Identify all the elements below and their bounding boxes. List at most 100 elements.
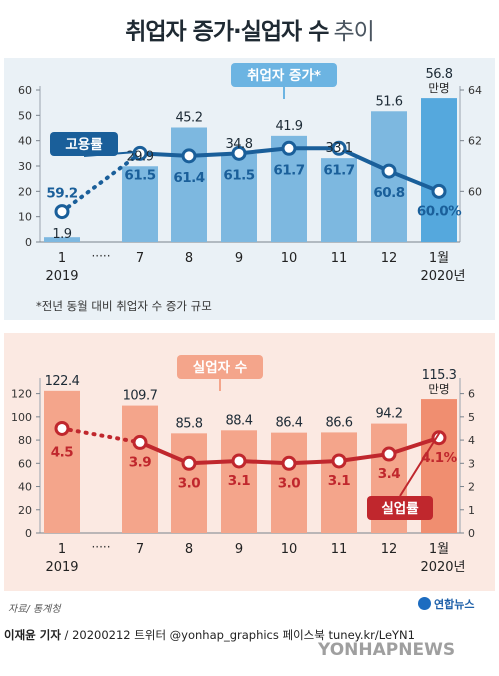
legend-line-label: 실업률 [381, 500, 419, 517]
line-value-label: 61.7 [273, 162, 304, 178]
watermark: YONHAPNEWS [318, 640, 456, 660]
y-tick-label: 80 [18, 434, 32, 447]
x-tick-label: 9 [235, 542, 243, 557]
line-value-label: 3.0 [178, 475, 201, 491]
y-tick-label: 0 [25, 236, 32, 249]
bar-value-label: 41.9 [276, 119, 303, 134]
y-tick-label: 40 [18, 481, 32, 494]
axis-break-label: ····· [91, 249, 110, 263]
credit-line: 이재윤 기자 / 20200212 트위터 @yonhap_graphics 페… [4, 627, 495, 643]
bar-value-label: 88.4 [226, 413, 253, 428]
author: 이재윤 기자 [4, 628, 61, 642]
bar [421, 98, 457, 243]
unit-label: 만명 [428, 81, 449, 95]
bar [122, 166, 158, 242]
bar [221, 430, 257, 533]
source-note: 자료/ 통계청 [8, 604, 61, 615]
line-value-label: 3.1 [228, 473, 251, 489]
bar-value-label: 56.8 [426, 67, 453, 82]
page-title: 취업자 증가·실업자 수 추이 [0, 12, 499, 46]
x-tick-label: 10 [281, 251, 298, 266]
y-tick-label: 30 [18, 160, 32, 173]
logo-text: 연합뉴스 [434, 598, 475, 611]
line-point [231, 453, 247, 469]
y-tick-label: 20 [18, 504, 32, 517]
bar [44, 237, 80, 242]
line-value-label: 60.0% [417, 203, 462, 219]
bar-value-label: 85.8 [176, 416, 203, 431]
bar-value-label: 109.7 [123, 389, 158, 404]
y2-tick-label: 0 [468, 527, 475, 540]
line-segment-dotted [60, 426, 142, 445]
y-tick-label: 100 [11, 411, 32, 424]
line-point [54, 204, 70, 220]
line-value-label: 4.5 [51, 444, 74, 460]
line-segment-dotted [60, 151, 142, 214]
line-value-label: 3.1 [328, 473, 351, 489]
line-value-label: 60.8 [373, 185, 404, 201]
line-value-label: 59.2 [46, 186, 77, 202]
bar [122, 405, 158, 533]
legend-bar-label: 실업자 수 [193, 360, 247, 376]
yonhap-logo: 연합뉴스 [418, 596, 474, 612]
title-sub: 추이 [333, 19, 374, 45]
legend-bar-tag [231, 63, 337, 87]
line-point [54, 420, 70, 436]
y-tick-label: 60 [18, 457, 32, 470]
y2-tick-label: 2 [468, 481, 475, 494]
bar [221, 153, 257, 242]
x-tick-label: 1 [58, 251, 66, 266]
x-tick-label: 1월 [429, 251, 449, 266]
line-value-label: 3.4 [378, 466, 401, 482]
bar-value-label: 33.1 [326, 141, 353, 156]
bar-value-label: 122.4 [45, 374, 80, 389]
line-point [132, 145, 148, 161]
x-tick-sublabel: 2019 [45, 269, 78, 284]
bar-value-label: 45.2 [176, 110, 203, 125]
bar [171, 127, 207, 242]
y2-tick-label: 1 [468, 504, 475, 517]
y2-tick-label: 3 [468, 457, 475, 470]
y-tick-label: 10 [18, 211, 32, 224]
bar [321, 158, 357, 242]
y2-tick-label: 4 [468, 434, 475, 447]
y2-tick-label: 62 [468, 135, 482, 148]
legend-bar-label: 취업자 증가* [247, 68, 321, 84]
line-value-label: 4.1% [421, 450, 457, 466]
bar-value-label: 94.2 [376, 407, 403, 422]
title-main: 취업자 증가·실업자 수 [125, 19, 329, 45]
x-tick-label: 7 [136, 251, 144, 266]
bar-value-label: 86.4 [276, 416, 303, 431]
x-tick-label: 11 [331, 542, 348, 557]
legend-line-tag [50, 132, 118, 156]
line-point [331, 140, 347, 156]
x-tick-label: 10 [281, 542, 298, 557]
line-point [132, 434, 148, 450]
logo-icon [418, 597, 431, 610]
y-tick-label: 0 [25, 527, 32, 540]
y-tick-label: 20 [18, 185, 32, 198]
line-value-label: 61.4 [173, 170, 204, 186]
y-tick-label: 60 [18, 84, 32, 97]
y2-tick-label: 5 [468, 411, 475, 424]
x-tick-label: 9 [235, 251, 243, 266]
bar-value-label: 115.3 [422, 368, 457, 383]
line-point [181, 455, 197, 471]
line-value-label: 61.7 [323, 162, 354, 178]
y-tick-label: 50 [18, 109, 32, 122]
y2-tick-label: 6 [468, 388, 475, 401]
y2-tick-label: 60 [468, 185, 482, 198]
y-tick-label: 120 [11, 388, 32, 401]
line-point [281, 455, 297, 471]
x-tick-sublabel: 2020년 [420, 560, 465, 575]
x-tick-label: 8 [185, 542, 193, 557]
line-value-label: 3.9 [129, 454, 152, 470]
legend-line-label: 고용률 [65, 136, 103, 153]
line-value-label: 61.5 [124, 167, 155, 183]
line-point [381, 446, 397, 462]
credit-rest: / 20200212 트위터 @yonhap_graphics 페이스북 tun… [60, 628, 415, 642]
bar-value-label: 86.6 [326, 415, 353, 430]
line-point [431, 183, 447, 199]
bar [44, 390, 80, 533]
